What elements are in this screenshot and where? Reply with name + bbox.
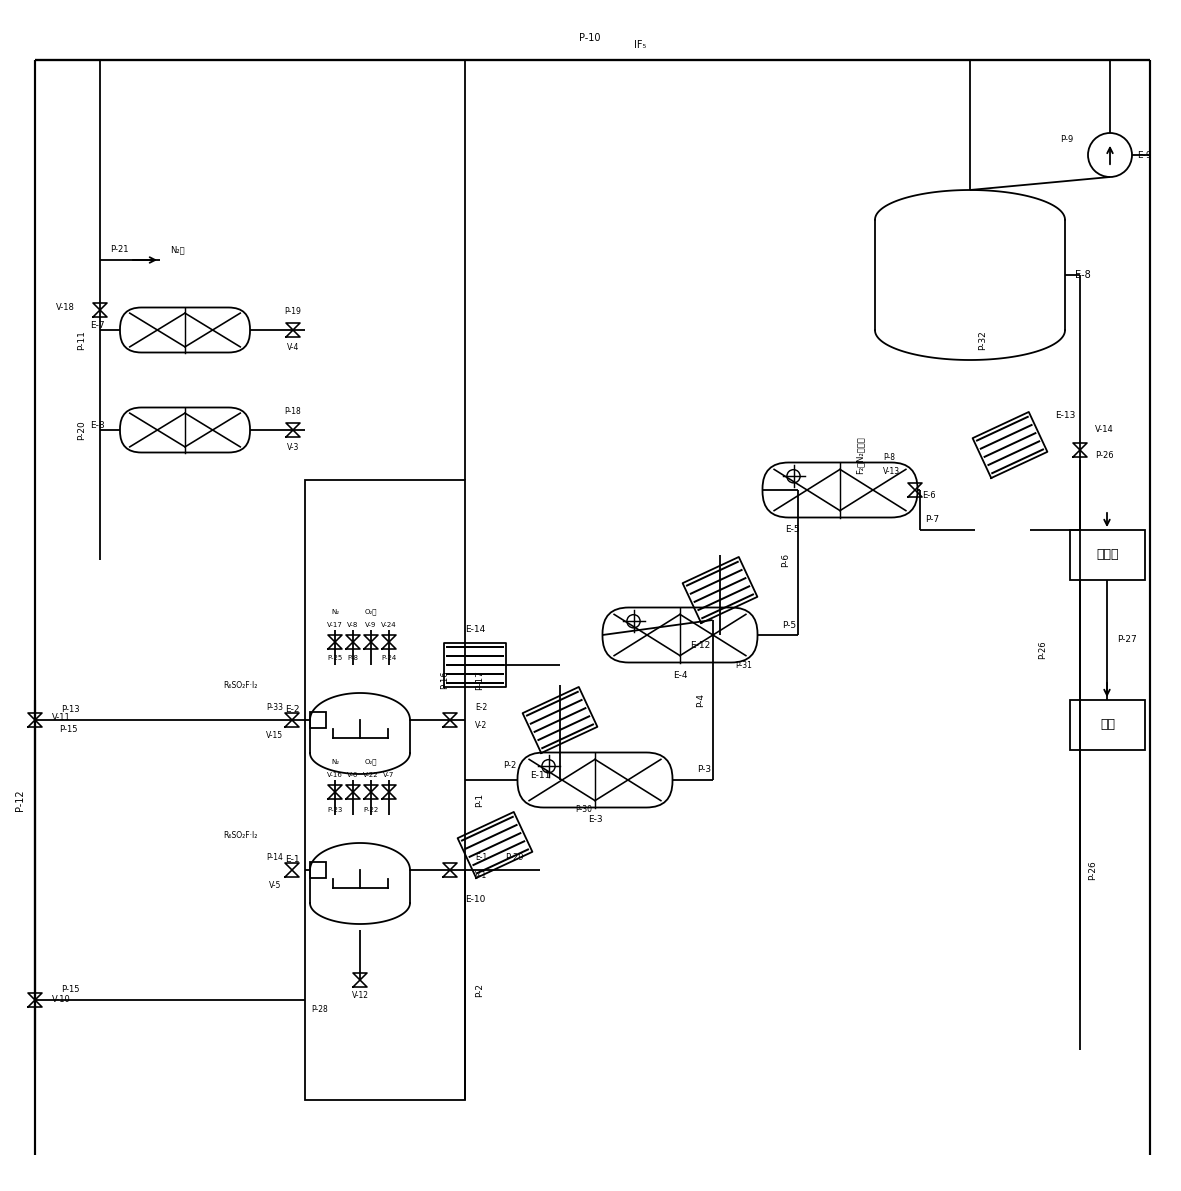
FancyBboxPatch shape <box>120 307 250 353</box>
Text: P-5: P-5 <box>783 621 797 630</box>
Text: P-19: P-19 <box>285 307 301 317</box>
Text: P-10: P-10 <box>579 33 601 43</box>
Text: V-14: V-14 <box>1095 425 1114 435</box>
Bar <box>309 862 326 878</box>
Text: E-12: E-12 <box>690 641 710 649</box>
Text: P-30: P-30 <box>575 805 592 815</box>
Text: P-23: P-23 <box>327 807 342 813</box>
Text: P-31: P-31 <box>735 661 752 669</box>
Text: V-16: V-16 <box>327 772 342 778</box>
Text: P-7: P-7 <box>925 516 939 524</box>
Text: P-25: P-25 <box>327 655 342 661</box>
Text: V-2: V-2 <box>475 721 488 730</box>
Text: E-1: E-1 <box>475 854 488 862</box>
Text: P-2: P-2 <box>475 983 484 997</box>
Text: P-21: P-21 <box>110 245 129 255</box>
Text: P-15: P-15 <box>60 985 79 994</box>
Bar <box>1070 530 1146 580</box>
Text: V-24: V-24 <box>381 622 397 628</box>
Text: E-11: E-11 <box>530 771 550 779</box>
Text: E-5: E-5 <box>785 525 800 535</box>
Text: O₂等: O₂等 <box>365 609 377 616</box>
Text: V-3: V-3 <box>287 443 299 453</box>
Text: P-20: P-20 <box>78 420 86 439</box>
Bar <box>305 480 465 1100</box>
Text: E-14: E-14 <box>465 625 485 635</box>
Text: V-1: V-1 <box>475 871 488 879</box>
Text: P-4: P-4 <box>696 693 705 707</box>
Text: P-22: P-22 <box>364 807 379 813</box>
Text: V-10: V-10 <box>52 996 71 1004</box>
Text: E-10: E-10 <box>465 896 485 904</box>
Text: P-26: P-26 <box>1088 860 1097 880</box>
Text: P-9: P-9 <box>1059 136 1074 144</box>
Text: P-27: P-27 <box>1117 636 1137 644</box>
Text: N₂: N₂ <box>331 609 339 615</box>
Text: V-17: V-17 <box>327 622 342 628</box>
Text: P-28: P-28 <box>312 1005 328 1015</box>
Text: E-2: E-2 <box>286 705 300 715</box>
Text: V-7: V-7 <box>384 772 394 778</box>
Text: E-8: E-8 <box>1075 270 1091 280</box>
Text: V-8: V-8 <box>347 622 359 628</box>
Bar <box>1070 700 1146 750</box>
Text: P-6: P-6 <box>781 553 790 567</box>
Text: P-18: P-18 <box>285 407 301 417</box>
Text: E-4: E-4 <box>673 671 687 680</box>
Text: P-8: P-8 <box>347 655 359 661</box>
Text: P-16: P-16 <box>441 671 450 690</box>
Text: V-6: V-6 <box>347 772 359 778</box>
Text: P-33: P-33 <box>267 704 283 712</box>
Text: V-22: V-22 <box>364 772 379 778</box>
Text: V-5: V-5 <box>269 880 281 890</box>
Text: V-12: V-12 <box>352 991 368 999</box>
Bar <box>309 712 326 728</box>
FancyBboxPatch shape <box>763 462 918 518</box>
Text: P-29: P-29 <box>505 854 523 862</box>
Text: IF₅: IF₅ <box>634 40 646 50</box>
Text: P-32: P-32 <box>978 330 987 350</box>
Text: R₆SO₂F·I₂: R₆SO₂F·I₂ <box>223 830 257 840</box>
Text: V-11: V-11 <box>52 713 71 723</box>
Text: O₂等: O₂等 <box>365 759 377 766</box>
Text: P-12: P-12 <box>15 790 25 811</box>
FancyBboxPatch shape <box>602 607 757 662</box>
Text: E-9: E-9 <box>1137 150 1151 160</box>
Text: P-24: P-24 <box>381 655 397 661</box>
Text: N₂等: N₂等 <box>170 245 184 255</box>
Text: P-15: P-15 <box>59 725 77 735</box>
Text: P-26: P-26 <box>1095 450 1114 460</box>
Text: V-4: V-4 <box>287 343 299 353</box>
Text: P-13: P-13 <box>60 705 79 715</box>
Text: E-2: E-2 <box>475 704 488 712</box>
Text: P-1: P-1 <box>475 793 484 807</box>
Text: P-14: P-14 <box>267 854 283 862</box>
Text: E-7: E-7 <box>91 320 105 330</box>
Text: V-15: V-15 <box>267 730 283 740</box>
Text: V-13: V-13 <box>883 468 900 476</box>
Text: N₂: N₂ <box>331 759 339 765</box>
Text: V-18: V-18 <box>57 304 76 312</box>
Text: E-8: E-8 <box>91 420 105 430</box>
Text: E-1: E-1 <box>286 855 300 865</box>
Text: E-3: E-3 <box>588 816 602 824</box>
Text: V-9: V-9 <box>365 622 377 628</box>
Text: 后处理: 后处理 <box>1096 549 1118 561</box>
FancyBboxPatch shape <box>120 407 250 453</box>
Text: E-13: E-13 <box>1055 411 1076 419</box>
Text: 包装: 包装 <box>1100 718 1115 731</box>
Text: P-11: P-11 <box>78 330 86 350</box>
Text: R₆SO₂F·I₂: R₆SO₂F·I₂ <box>223 680 257 690</box>
Text: P-2: P-2 <box>503 761 516 769</box>
Text: P-8: P-8 <box>883 454 895 462</box>
Text: P-26: P-26 <box>1038 641 1048 660</box>
FancyBboxPatch shape <box>517 753 672 807</box>
Text: P-3: P-3 <box>698 766 712 774</box>
Text: P-17: P-17 <box>475 671 484 690</box>
Text: F₂、N₂混合气: F₂、N₂混合气 <box>855 436 864 474</box>
Text: E-6: E-6 <box>922 491 937 499</box>
